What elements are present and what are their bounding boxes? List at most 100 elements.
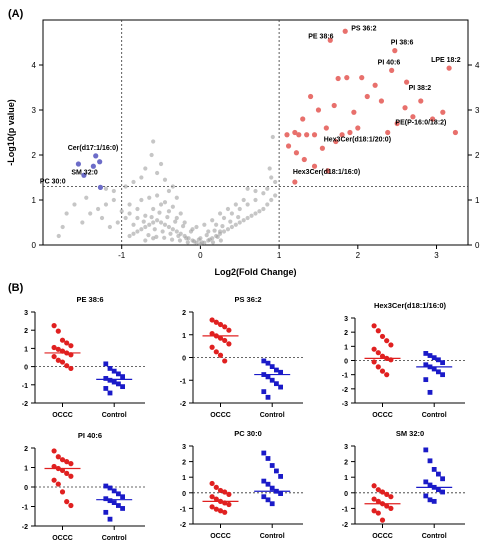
control-point bbox=[278, 384, 283, 390]
ns-point bbox=[143, 166, 148, 171]
ns-point bbox=[225, 227, 231, 232]
occc-point bbox=[388, 342, 394, 348]
annotation-label: Hex3Cer(d18:1/20:0) bbox=[324, 137, 391, 144]
occc-point bbox=[375, 350, 381, 356]
ns-point bbox=[158, 161, 164, 167]
control-point bbox=[103, 483, 109, 489]
occc-point bbox=[55, 346, 61, 352]
control-point bbox=[269, 364, 275, 369]
control-point bbox=[261, 494, 267, 500]
occc-point bbox=[226, 501, 232, 508]
ns-point bbox=[139, 197, 144, 203]
control-point bbox=[116, 503, 121, 508]
down-point bbox=[81, 172, 87, 178]
y-axis-title: -Log10(p value) bbox=[6, 99, 16, 166]
ns-point bbox=[237, 220, 242, 225]
ns-point bbox=[143, 238, 148, 243]
ns-point bbox=[204, 233, 209, 238]
occc-point bbox=[384, 503, 390, 509]
ns-point bbox=[123, 184, 128, 189]
control-point bbox=[265, 456, 271, 461]
occc-point bbox=[375, 364, 381, 370]
control-point bbox=[278, 491, 283, 496]
ns-point bbox=[160, 229, 165, 234]
ns-point bbox=[245, 202, 250, 207]
ns-point bbox=[127, 211, 132, 216]
ns-point bbox=[80, 220, 85, 225]
control-point bbox=[107, 485, 113, 491]
occc-point bbox=[222, 324, 228, 330]
occc-point bbox=[371, 346, 377, 352]
y-tick-label: -1 bbox=[342, 506, 348, 513]
ns-point bbox=[64, 211, 69, 216]
dot-plot-title: Hex3Cer(d18:1/16:0) bbox=[374, 301, 447, 310]
ns-point bbox=[165, 215, 170, 220]
ns-point bbox=[111, 188, 116, 194]
up-point bbox=[418, 98, 424, 104]
ns-point bbox=[217, 229, 223, 234]
x-tick-label: Control bbox=[102, 412, 127, 419]
up-point bbox=[307, 93, 314, 100]
occc-point bbox=[379, 489, 386, 495]
x-axis-title: Log2(Fold Change) bbox=[215, 267, 297, 277]
ns-point bbox=[241, 218, 246, 223]
occc-point bbox=[59, 467, 66, 474]
occc-point bbox=[217, 508, 224, 514]
ns-point bbox=[221, 215, 227, 221]
up-point bbox=[284, 132, 290, 138]
ns-point bbox=[99, 215, 105, 221]
ns-point bbox=[123, 215, 128, 221]
occc-point bbox=[51, 448, 57, 454]
control-point bbox=[423, 377, 429, 383]
control-point bbox=[427, 497, 433, 503]
ns-point bbox=[267, 166, 272, 171]
control-point bbox=[431, 498, 437, 504]
control-point bbox=[423, 479, 429, 485]
y-tick-label: 4 bbox=[32, 61, 37, 70]
up-point bbox=[351, 109, 357, 115]
occc-point bbox=[51, 477, 57, 483]
control-point bbox=[103, 496, 109, 502]
control-point bbox=[436, 487, 441, 493]
y-tick-label: -1 bbox=[22, 383, 28, 390]
occc-point bbox=[371, 483, 377, 489]
control-point bbox=[265, 497, 271, 503]
control-point bbox=[423, 362, 429, 368]
ns-point bbox=[257, 209, 262, 214]
occc-point bbox=[55, 328, 61, 334]
ns-point bbox=[207, 237, 212, 242]
y-tick-label: 0 bbox=[344, 359, 348, 366]
ns-point bbox=[95, 206, 101, 212]
control-point bbox=[440, 489, 445, 495]
ns-point bbox=[217, 211, 223, 216]
ns-point bbox=[60, 224, 65, 230]
y-right-tick-label: 4 bbox=[475, 61, 480, 70]
occc-point bbox=[209, 480, 215, 487]
occc-point bbox=[68, 343, 74, 349]
occc-point bbox=[51, 344, 57, 351]
ns-point bbox=[188, 229, 194, 234]
ns-point bbox=[249, 213, 254, 218]
occc-point bbox=[59, 489, 66, 495]
ns-point bbox=[253, 188, 258, 194]
occc-point bbox=[226, 341, 232, 347]
y-right-tick-label: 3 bbox=[475, 106, 480, 115]
ns-point bbox=[147, 222, 152, 227]
up-point bbox=[359, 75, 365, 81]
ns-point bbox=[173, 219, 178, 224]
volcano-plot: -1 0 1 2 3 0 1 2 3 4 0 1 2 3 4 Log2(Fold Change) -Log10(… bbox=[6, 19, 480, 277]
occc-point bbox=[222, 489, 228, 495]
up-point bbox=[364, 93, 370, 100]
annotation-label: PS 36:2 bbox=[351, 25, 376, 32]
ns-point bbox=[107, 224, 112, 230]
y-right-tick-label: 0 bbox=[475, 241, 480, 250]
ns-point bbox=[151, 139, 156, 144]
ns-point bbox=[131, 222, 136, 227]
up-point bbox=[342, 28, 348, 34]
ns-point bbox=[182, 220, 187, 225]
dot-plot-6: SM 32:0 -2 -1 0 1 2 3 OCCC Control bbox=[342, 429, 465, 540]
ns-point bbox=[192, 239, 197, 244]
control-point bbox=[274, 367, 279, 373]
annotation-label: Hex3Cer(d18:1/16:0) bbox=[293, 169, 360, 176]
occc-point bbox=[209, 504, 215, 510]
